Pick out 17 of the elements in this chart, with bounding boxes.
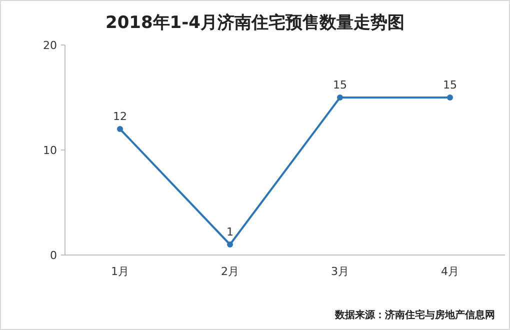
y-tick-label: 10	[43, 144, 57, 157]
point	[227, 242, 233, 248]
data-label: 12	[113, 110, 127, 123]
x-tick-label: 2月	[221, 265, 239, 278]
point	[337, 94, 343, 100]
data-label: 15	[443, 78, 457, 92]
x-tick-label: 1月	[111, 265, 129, 278]
y-tick-label: 0	[50, 249, 57, 262]
chart-title: 2018年1-4月济南住宅预售数量走势图	[105, 13, 405, 33]
x-tick-label: 4月	[441, 265, 459, 278]
point	[447, 94, 453, 100]
x-tick-label: 3月	[331, 265, 349, 278]
y-tick-label: 20	[43, 39, 57, 52]
data-label: 1	[226, 226, 234, 238]
point	[117, 126, 123, 132]
data-label: 15	[333, 78, 347, 92]
source-note: 数据来源：济南住宅与房地产信息网	[334, 309, 495, 321]
